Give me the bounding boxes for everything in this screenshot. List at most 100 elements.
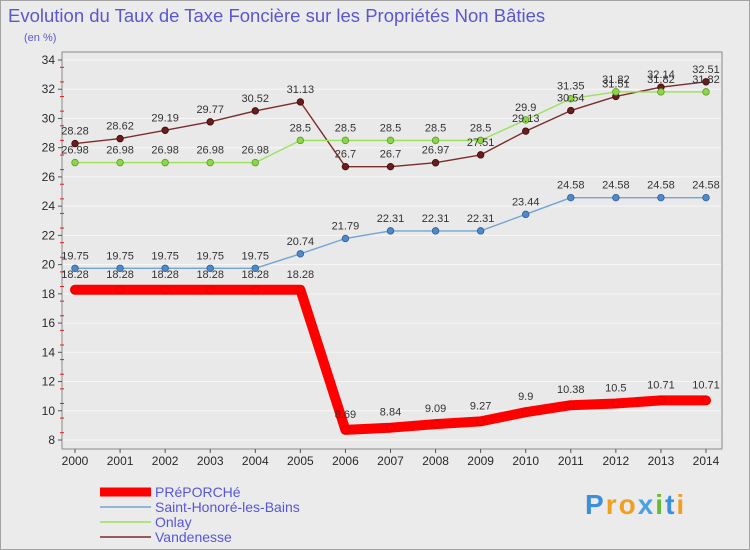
logo-letter: x bbox=[638, 489, 656, 520]
series-saint-honore-les-bains bbox=[71, 193, 710, 272]
data-label-onlay: 26.98 bbox=[106, 145, 134, 157]
data-point-onlay bbox=[116, 158, 124, 167]
data-label-saint-honore-les-bains: 19.75 bbox=[151, 250, 179, 262]
x-tick-label: 2008 bbox=[422, 454, 449, 468]
legend-item-preporche: PRéPORCHé bbox=[100, 484, 241, 500]
data-label-preporche: 8.69 bbox=[335, 409, 356, 421]
proxiti-logo: Proxiti bbox=[585, 489, 686, 520]
data-label-preporche: 10.38 bbox=[557, 384, 585, 396]
data-point-onlay bbox=[296, 136, 305, 145]
data-label-vandenesse: 28.62 bbox=[106, 121, 134, 133]
y-tick-label: 28 bbox=[42, 141, 56, 155]
data-labels: 18.28 18.28 18.28 18.28 18.28 18.28 8.69 8.84 9.… bbox=[61, 64, 720, 421]
x-tick-label: 2011 bbox=[558, 454, 584, 468]
data-label-preporche: 10.5 bbox=[605, 382, 626, 394]
data-label-onlay: 26.98 bbox=[151, 145, 179, 157]
data-point-onlay bbox=[341, 136, 350, 145]
data-label-saint-honore-les-bains: 22.31 bbox=[377, 213, 405, 225]
data-label-onlay: 28.5 bbox=[380, 122, 401, 134]
logo-letter: t bbox=[665, 489, 676, 520]
data-point-saint-honore-les-bains bbox=[386, 227, 395, 235]
data-label-onlay: 31.82 bbox=[692, 74, 720, 86]
data-label-preporche: 18.28 bbox=[151, 269, 179, 281]
y-tick-label: 10 bbox=[42, 404, 56, 418]
data-point-vandenesse bbox=[476, 151, 485, 159]
series-layer bbox=[70, 78, 711, 435]
data-label-saint-honore-les-bains: 19.75 bbox=[242, 250, 270, 262]
data-label-preporche: 8.84 bbox=[380, 407, 401, 419]
x-tick-label: 2001 bbox=[107, 454, 134, 468]
data-label-onlay: 28.5 bbox=[425, 122, 446, 134]
data-point-saint-honore-les-bains bbox=[341, 234, 350, 243]
data-label-saint-honore-les-bains: 19.75 bbox=[106, 250, 134, 262]
data-label-onlay: 29.9 bbox=[515, 102, 536, 114]
data-point-vandenesse bbox=[161, 126, 169, 134]
data-point-vandenesse bbox=[522, 127, 530, 135]
data-label-vandenesse: 26.97 bbox=[422, 145, 450, 157]
data-point-onlay bbox=[476, 136, 485, 145]
data-label-onlay: 28.5 bbox=[470, 122, 491, 134]
x-tick-label: 2012 bbox=[603, 454, 630, 468]
x-tick-label: 2010 bbox=[512, 454, 539, 468]
data-point-saint-honore-les-bains bbox=[657, 193, 665, 202]
x-tick-label: 2000 bbox=[62, 454, 89, 468]
legend-label: Vandenesse bbox=[155, 529, 232, 545]
data-label-vandenesse: 30.54 bbox=[557, 93, 585, 105]
y-tick-label: 26 bbox=[42, 170, 56, 184]
data-label-preporche: 10.71 bbox=[647, 379, 675, 391]
data-point-preporche bbox=[341, 425, 350, 435]
data-label-onlay: 31.35 bbox=[557, 81, 585, 93]
data-point-preporche bbox=[70, 285, 80, 295]
y-tick-label: 34 bbox=[42, 53, 56, 67]
data-point-onlay bbox=[431, 136, 440, 145]
data-label-vandenesse: 27.51 bbox=[467, 137, 495, 149]
data-label-saint-honore-les-bains: 24.58 bbox=[602, 180, 630, 192]
x-tick-label: 2013 bbox=[648, 454, 675, 468]
x-tick-label: 2002 bbox=[152, 454, 179, 468]
data-label-vandenesse: 31.51 bbox=[602, 78, 630, 90]
data-point-vandenesse bbox=[431, 159, 440, 167]
data-point-preporche bbox=[566, 400, 576, 410]
legend-label: Saint-Honoré-les-Bains bbox=[155, 499, 300, 515]
data-label-preporche: 10.71 bbox=[692, 379, 720, 391]
data-point-vandenesse bbox=[296, 98, 305, 106]
data-label-onlay: 26.98 bbox=[196, 145, 224, 157]
data-point-vandenesse bbox=[206, 118, 214, 126]
x-tick-label: 2003 bbox=[197, 454, 224, 468]
data-point-saint-honore-les-bains bbox=[161, 264, 169, 272]
y-tick-label: 14 bbox=[42, 345, 56, 359]
data-point-onlay bbox=[386, 136, 395, 145]
data-point-vandenesse bbox=[251, 107, 259, 115]
y-tick-label: 20 bbox=[42, 258, 56, 272]
legend-item-saint-honore-les-bains: Saint-Honoré-les-Bains bbox=[100, 499, 300, 515]
data-label-vandenesse: 29.13 bbox=[512, 113, 540, 125]
data-point-preporche bbox=[656, 395, 666, 405]
data-label-onlay: 31.82 bbox=[602, 74, 630, 86]
data-label-onlay: 26.98 bbox=[242, 145, 270, 157]
data-label-preporche: 9.9 bbox=[518, 391, 533, 403]
data-label-preporche: 9.27 bbox=[470, 400, 491, 412]
data-point-preporche bbox=[386, 423, 395, 433]
y-tick-label: 12 bbox=[42, 375, 56, 389]
data-label-preporche: 9.09 bbox=[425, 403, 446, 415]
y-tick-label: 30 bbox=[42, 111, 56, 125]
data-point-onlay bbox=[657, 88, 665, 96]
y-tick-label: 32 bbox=[42, 82, 56, 96]
logo-letter: o bbox=[619, 489, 638, 520]
data-point-saint-honore-les-bains bbox=[206, 264, 214, 272]
y-axis: 8 10 12 14 16 18 20 22 24 26 28 30 32 34 bbox=[42, 53, 64, 447]
x-tick-label: 2004 bbox=[242, 454, 269, 468]
data-point-onlay bbox=[702, 88, 710, 96]
data-label-vandenesse: 30.52 bbox=[242, 93, 270, 105]
data-point-vandenesse bbox=[567, 106, 575, 115]
data-label-saint-honore-les-bains: 21.79 bbox=[332, 220, 360, 232]
proxiti-logo-text: Proxiti bbox=[585, 489, 686, 520]
legend-item-vandenesse: Vandenesse bbox=[100, 529, 232, 545]
x-tick-label: 2009 bbox=[467, 454, 494, 468]
data-label-saint-honore-les-bains: 19.75 bbox=[61, 250, 89, 262]
data-point-saint-honore-les-bains bbox=[522, 210, 530, 219]
data-point-saint-honore-les-bains bbox=[116, 264, 124, 272]
legend-label: Onlay bbox=[155, 514, 192, 530]
